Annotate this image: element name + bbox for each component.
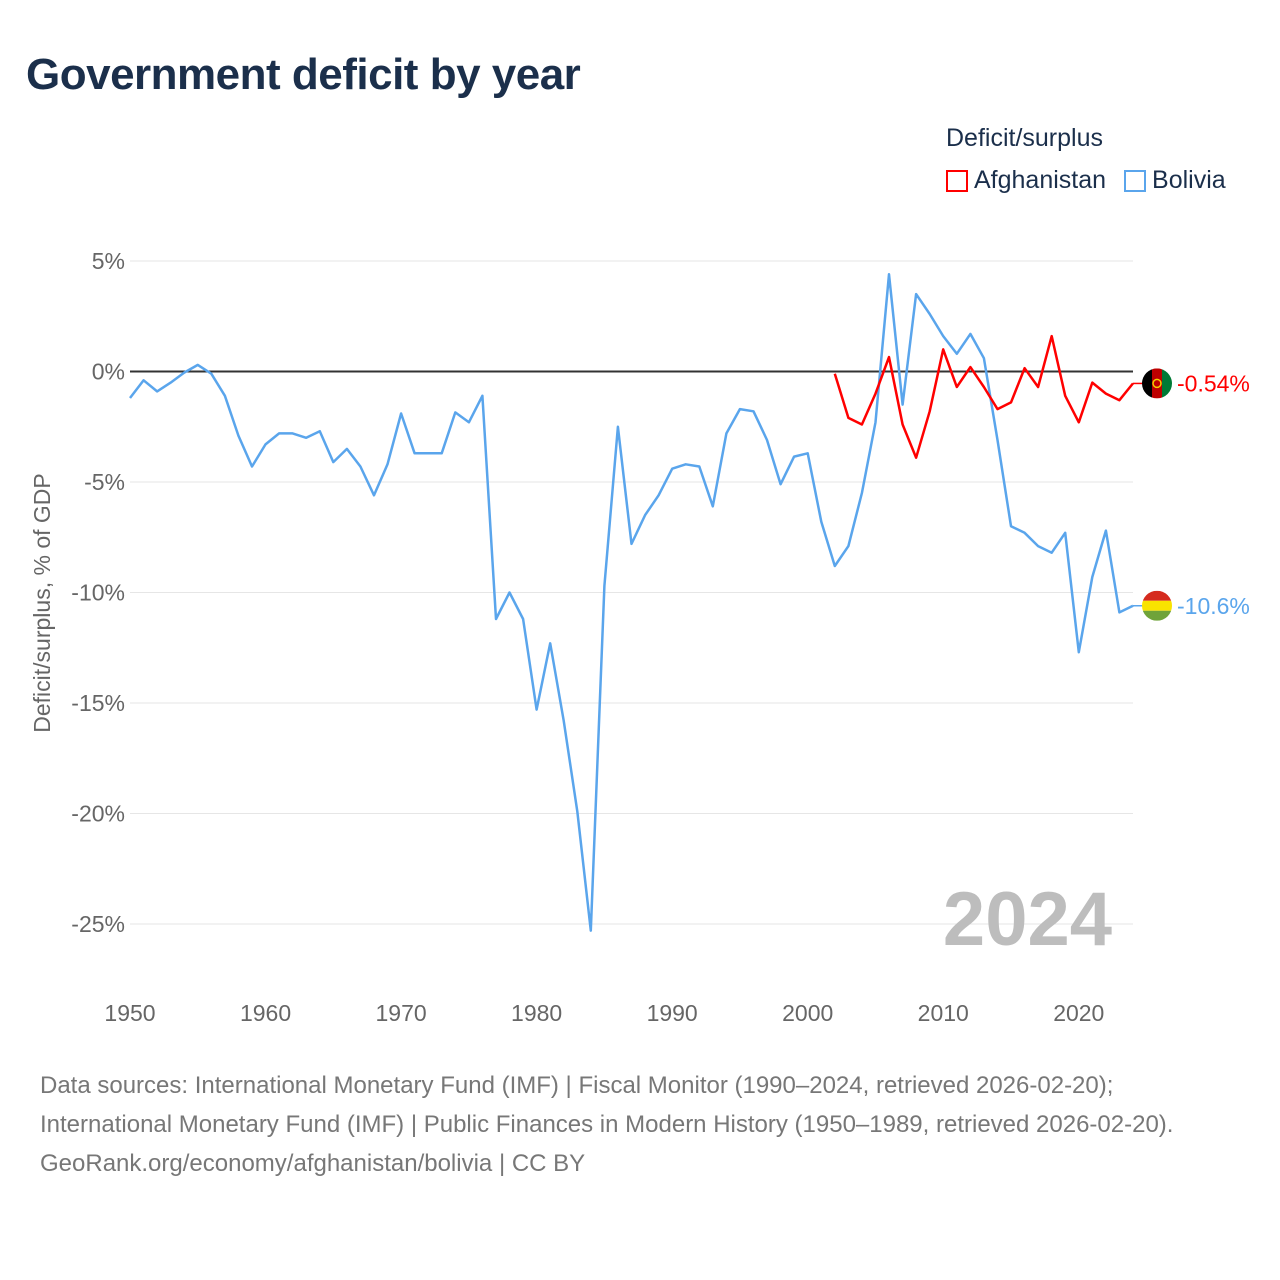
y-tick-label: -25%	[71, 911, 125, 937]
series-line-afghanistan	[833, 334, 1134, 459]
x-tick-label: 1960	[240, 1000, 291, 1026]
legend-swatch-bolivia	[1124, 169, 1147, 192]
legend-title: Deficit/surplus	[946, 124, 1103, 152]
y-tick-label: -20%	[71, 801, 125, 827]
credit-link[interactable]: GeoRank.org/economy/afghanistan/bolivia …	[40, 1150, 586, 1177]
legend-label: Afghanistan	[974, 166, 1107, 194]
series-line-bolivia	[129, 273, 1134, 932]
legend-item-afghanistan[interactable]: Afghanistan	[946, 166, 1106, 195]
legend-swatch-afghanistan	[946, 169, 968, 192]
x-tick-label: 1980	[511, 1000, 562, 1026]
year-label: 2024	[943, 877, 1112, 962]
chart-title: Government deficit by year	[26, 50, 581, 99]
legend: Afghanistan Bolivia	[946, 166, 1226, 195]
x-tick-label: 1970	[375, 1000, 426, 1026]
y-axis-label: Deficit/surplus, % of GDP	[29, 473, 55, 732]
legend-item-bolivia[interactable]: Bolivia	[1124, 166, 1226, 195]
end-value-label: -0.54%	[1177, 370, 1250, 396]
x-tick-label: 1990	[647, 1000, 698, 1026]
y-tick-label: -10%	[71, 580, 125, 606]
end-value-label: -10.6%	[1177, 593, 1250, 619]
x-tick-label: 2020	[1053, 1000, 1104, 1026]
y-tick-label: -15%	[71, 690, 125, 716]
y-tick-label: -5%	[84, 469, 125, 495]
x-tick-label: 2010	[918, 1000, 969, 1026]
data-sources: Data sources: International Monetary Fun…	[40, 1072, 1174, 1138]
legend-label: Bolivia	[1152, 166, 1226, 194]
bolivia-flag-icon	[1142, 590, 1172, 621]
footer: Data sources: International Monetary Fun…	[40, 1066, 1240, 1183]
line-chart: 5% 0% -5% -10% -15% -20% -25% 1950 1960 1970 1980 1…	[29, 248, 1250, 1026]
afghanistan-flag-icon	[1142, 368, 1172, 399]
x-tick-label: 1950	[104, 1000, 155, 1026]
y-tick-label: 0%	[92, 359, 125, 385]
y-tick-label: 5%	[92, 248, 125, 274]
x-tick-label: 2000	[782, 1000, 833, 1026]
